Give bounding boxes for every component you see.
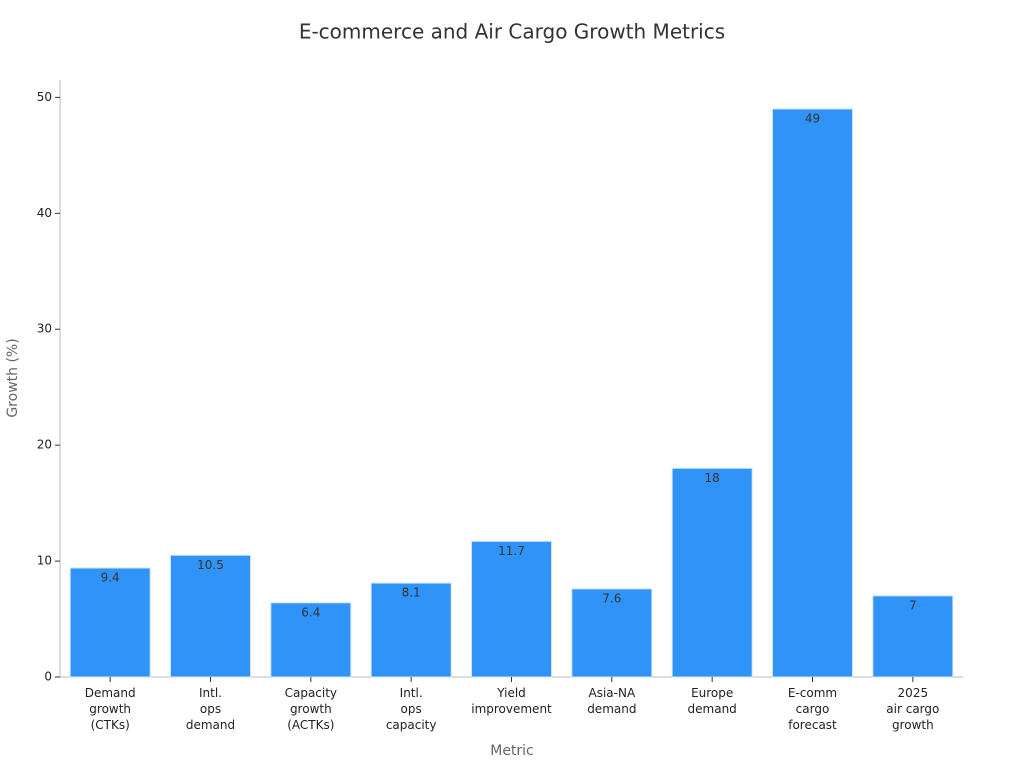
x-tick-label: Yield improvement bbox=[471, 686, 552, 716]
bar bbox=[671, 467, 753, 678]
bar bbox=[270, 602, 352, 678]
value-label: 8.1 bbox=[402, 586, 421, 600]
value-label: 49 bbox=[805, 111, 820, 125]
chart-title: E-commerce and Air Cargo Growth Metrics bbox=[299, 20, 725, 44]
y-tick-label: 50 bbox=[37, 90, 52, 104]
value-label: 9.4 bbox=[101, 571, 120, 585]
value-label: 18 bbox=[705, 471, 720, 485]
y-tick-label: 20 bbox=[37, 438, 52, 452]
x-tick-label: Demand growth (CTKs) bbox=[85, 686, 136, 732]
value-label: 10.5 bbox=[197, 558, 224, 572]
x-tick-label: Capacity growth (ACTKs) bbox=[285, 686, 337, 732]
x-tick-label: Intl. ops capacity bbox=[386, 686, 437, 732]
x-axis-label: Metric bbox=[490, 743, 534, 759]
x-tick-label: Intl. ops demand bbox=[186, 686, 235, 732]
bar bbox=[170, 554, 251, 678]
y-axis-label: Growth (%) bbox=[5, 338, 21, 417]
value-label: 11.7 bbox=[498, 544, 525, 558]
value-label: 6.4 bbox=[301, 605, 320, 619]
bar bbox=[471, 540, 552, 678]
bar bbox=[69, 567, 151, 678]
x-tick-label: Europe demand bbox=[688, 686, 737, 716]
x-tick-label: E-comm cargo forecast bbox=[788, 686, 837, 732]
y-tick-label: 40 bbox=[37, 206, 52, 220]
y-tick-label: 30 bbox=[37, 322, 52, 336]
x-tick-label: 2025 air cargo growth bbox=[886, 686, 939, 732]
bar bbox=[772, 108, 853, 678]
bar bbox=[872, 595, 954, 678]
y-tick-label: 10 bbox=[37, 554, 52, 568]
bar bbox=[370, 582, 452, 678]
x-tick-label: Asia-NA demand bbox=[587, 686, 636, 716]
y-tick-label: 0 bbox=[44, 670, 52, 684]
value-label: 7.6 bbox=[602, 591, 621, 605]
value-label: 7 bbox=[909, 598, 917, 612]
